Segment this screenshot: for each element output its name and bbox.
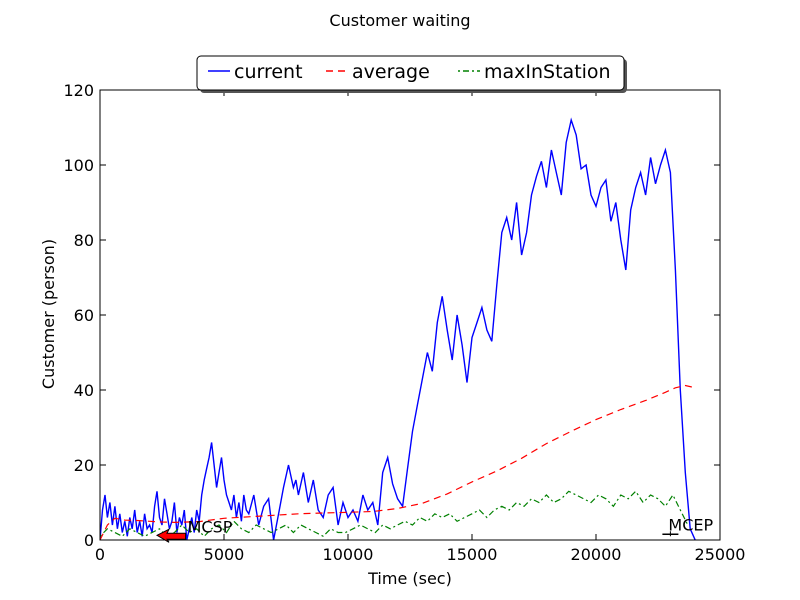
y-axis-title: Customer (person) bbox=[39, 239, 58, 389]
x-tick-label: 5000 bbox=[204, 545, 245, 564]
x-tick-label: 25000 bbox=[695, 545, 746, 564]
legend-label-current: current bbox=[234, 61, 303, 83]
annotation-arrow-mcsp bbox=[155, 528, 187, 543]
x-tick-label: 15000 bbox=[447, 545, 498, 564]
series-line-maxinstation bbox=[100, 490, 689, 538]
legend-box bbox=[196, 55, 625, 91]
annotation-label-mcep: MCEP bbox=[668, 515, 713, 534]
y-tick-label: 20 bbox=[74, 456, 94, 475]
annotations: MCSP MCEP bbox=[155, 515, 713, 543]
x-tick-label: 0 bbox=[95, 545, 105, 564]
x-tick-label: 10000 bbox=[323, 545, 374, 564]
legend-label-maxinstation: maxInStation bbox=[484, 61, 611, 83]
legend: current average maxInStation bbox=[196, 55, 627, 93]
x-tick-label: 20000 bbox=[571, 545, 622, 564]
y-tick-label: 60 bbox=[74, 306, 94, 325]
y-tick-label: 80 bbox=[74, 231, 94, 250]
series-line-average bbox=[100, 384, 696, 540]
annotation-label-mcsp: MCSP bbox=[188, 517, 233, 536]
plot-area bbox=[100, 117, 696, 540]
y-tick-label: 100 bbox=[63, 156, 94, 175]
chart-title: Customer waiting bbox=[329, 11, 470, 30]
plot-frame bbox=[99, 89, 721, 541]
legend-label-average: average bbox=[352, 61, 430, 83]
x-axis-title: Time (sec) bbox=[367, 569, 452, 588]
y-tick-label: 40 bbox=[74, 381, 94, 400]
y-tick-label: 0 bbox=[84, 531, 94, 550]
series-line-current bbox=[100, 117, 696, 540]
y-tick-label: 120 bbox=[63, 81, 94, 100]
